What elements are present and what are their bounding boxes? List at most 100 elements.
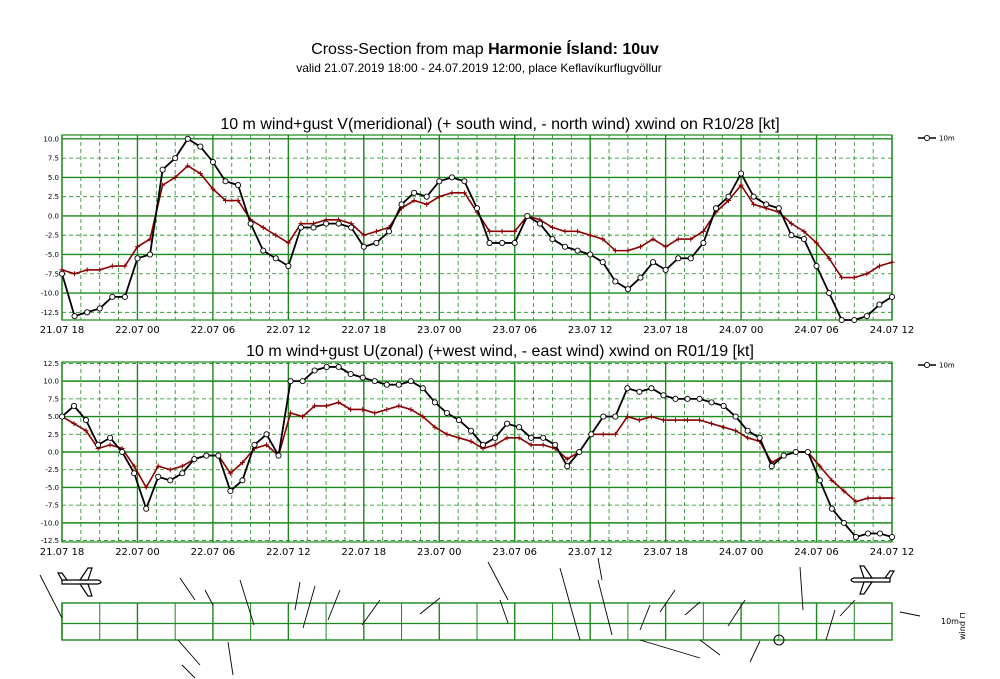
- point-10m: [672, 395, 679, 402]
- y-tick-label: -5.0: [45, 251, 59, 259]
- wind-barb: [227, 641, 234, 676]
- point-10m: [251, 441, 258, 448]
- y-tick-label: -7.5: [45, 270, 59, 278]
- point-10m: [222, 178, 229, 185]
- gust-marker: [688, 236, 694, 242]
- x-tick-label: 22.07 06: [191, 325, 236, 336]
- point-10m: [851, 316, 858, 324]
- wind-barb: [597, 579, 613, 636]
- point-10m: [407, 378, 414, 385]
- point-10m: [624, 286, 631, 293]
- gust-marker: [587, 232, 593, 238]
- point-10m: [600, 413, 607, 420]
- point-10m: [227, 487, 234, 495]
- point-10m: [648, 385, 655, 392]
- y-tick-label: 0.0: [48, 449, 59, 457]
- point-10m: [167, 477, 174, 484]
- y-tick-label: -2.5: [45, 232, 59, 240]
- point-10m: [197, 143, 204, 150]
- x-tick-label: 23.07 12: [568, 325, 613, 336]
- x-tick-label: 23.07 00: [417, 547, 462, 558]
- gust-marker: [853, 499, 859, 505]
- point-10m: [247, 220, 254, 227]
- point-10m: [712, 205, 719, 212]
- wind-barb: [177, 639, 201, 666]
- airplane-tail: [56, 572, 69, 581]
- wind-barb: [899, 611, 921, 617]
- point-10m: [58, 270, 66, 277]
- point-10m: [209, 158, 216, 166]
- point-10m: [360, 243, 367, 250]
- point-10m: [335, 220, 342, 227]
- point-10m: [155, 473, 162, 480]
- gust-marker: [72, 271, 78, 277]
- y-tick-label: 5.0: [48, 413, 59, 421]
- gust-marker: [721, 424, 727, 430]
- wind-barb: [699, 639, 721, 656]
- wind-barb: [639, 604, 651, 631]
- point-10m: [564, 463, 571, 470]
- y-tick-label: -7.5: [45, 502, 59, 510]
- point-10m: [612, 413, 619, 420]
- point-10m: [588, 431, 595, 438]
- gust-marker: [361, 232, 367, 238]
- point-10m: [107, 434, 114, 441]
- gust-marker: [829, 477, 835, 483]
- point-10m: [775, 205, 782, 212]
- y-tick-label: 0.0: [48, 212, 59, 220]
- figure-title: Cross-Section from map Harmonie Ísland: …: [311, 39, 659, 58]
- y-tick-label: 2.5: [48, 431, 59, 439]
- gust-marker: [436, 194, 442, 200]
- wind-barb: [39, 574, 63, 619]
- gust-marker: [877, 495, 883, 501]
- point-10m: [738, 170, 745, 177]
- airplane-wings: [78, 567, 93, 597]
- gust-marker: [685, 417, 691, 423]
- point-10m: [461, 178, 468, 185]
- point-10m: [561, 243, 569, 250]
- point-10m: [172, 155, 179, 162]
- wind-barb: [559, 567, 581, 641]
- point-10m: [499, 239, 506, 246]
- point-10m: [131, 470, 138, 477]
- gust-marker: [83, 428, 89, 434]
- gust-marker: [733, 428, 739, 434]
- gust-marker: [814, 240, 820, 246]
- point-10m: [732, 413, 739, 420]
- gust-marker: [468, 438, 474, 444]
- gust-marker: [499, 228, 505, 234]
- point-10m: [750, 193, 757, 200]
- point-10m: [574, 247, 581, 254]
- point-10m: [852, 533, 859, 541]
- point-10m: [876, 301, 883, 308]
- legend-label-10m: 10m: [939, 362, 955, 370]
- point-10m: [708, 399, 715, 406]
- gust-marker: [487, 228, 493, 234]
- point-10m: [624, 385, 631, 392]
- gust-marker: [300, 414, 306, 420]
- x-tick-label: 22.07 18: [342, 325, 387, 336]
- gust-marker: [179, 463, 185, 469]
- gust-marker: [109, 263, 115, 269]
- x-tick-label: 22.07 06: [191, 547, 236, 558]
- gust-marker: [456, 435, 462, 441]
- gust-marker: [131, 463, 137, 469]
- point-10m: [443, 409, 450, 417]
- point-10m: [788, 232, 795, 239]
- y-tick-label: -10.0: [41, 290, 59, 298]
- gust-marker: [600, 236, 606, 242]
- point-10m: [744, 427, 751, 434]
- x-tick-label: 24.07 06: [794, 547, 839, 558]
- wind-barb: [327, 589, 341, 621]
- point-10m: [780, 452, 787, 459]
- point-10m: [299, 378, 306, 385]
- point-10m: [888, 533, 896, 541]
- gust-marker: [709, 421, 715, 427]
- point-10m: [121, 293, 128, 300]
- y-tick-label: 10.0: [43, 135, 59, 143]
- gust-marker: [348, 406, 354, 412]
- x-tick-label: 22.07 12: [266, 547, 311, 558]
- gust-marker: [612, 248, 618, 254]
- y-tick-label: -10.0: [41, 519, 59, 527]
- gust-marker: [227, 470, 233, 476]
